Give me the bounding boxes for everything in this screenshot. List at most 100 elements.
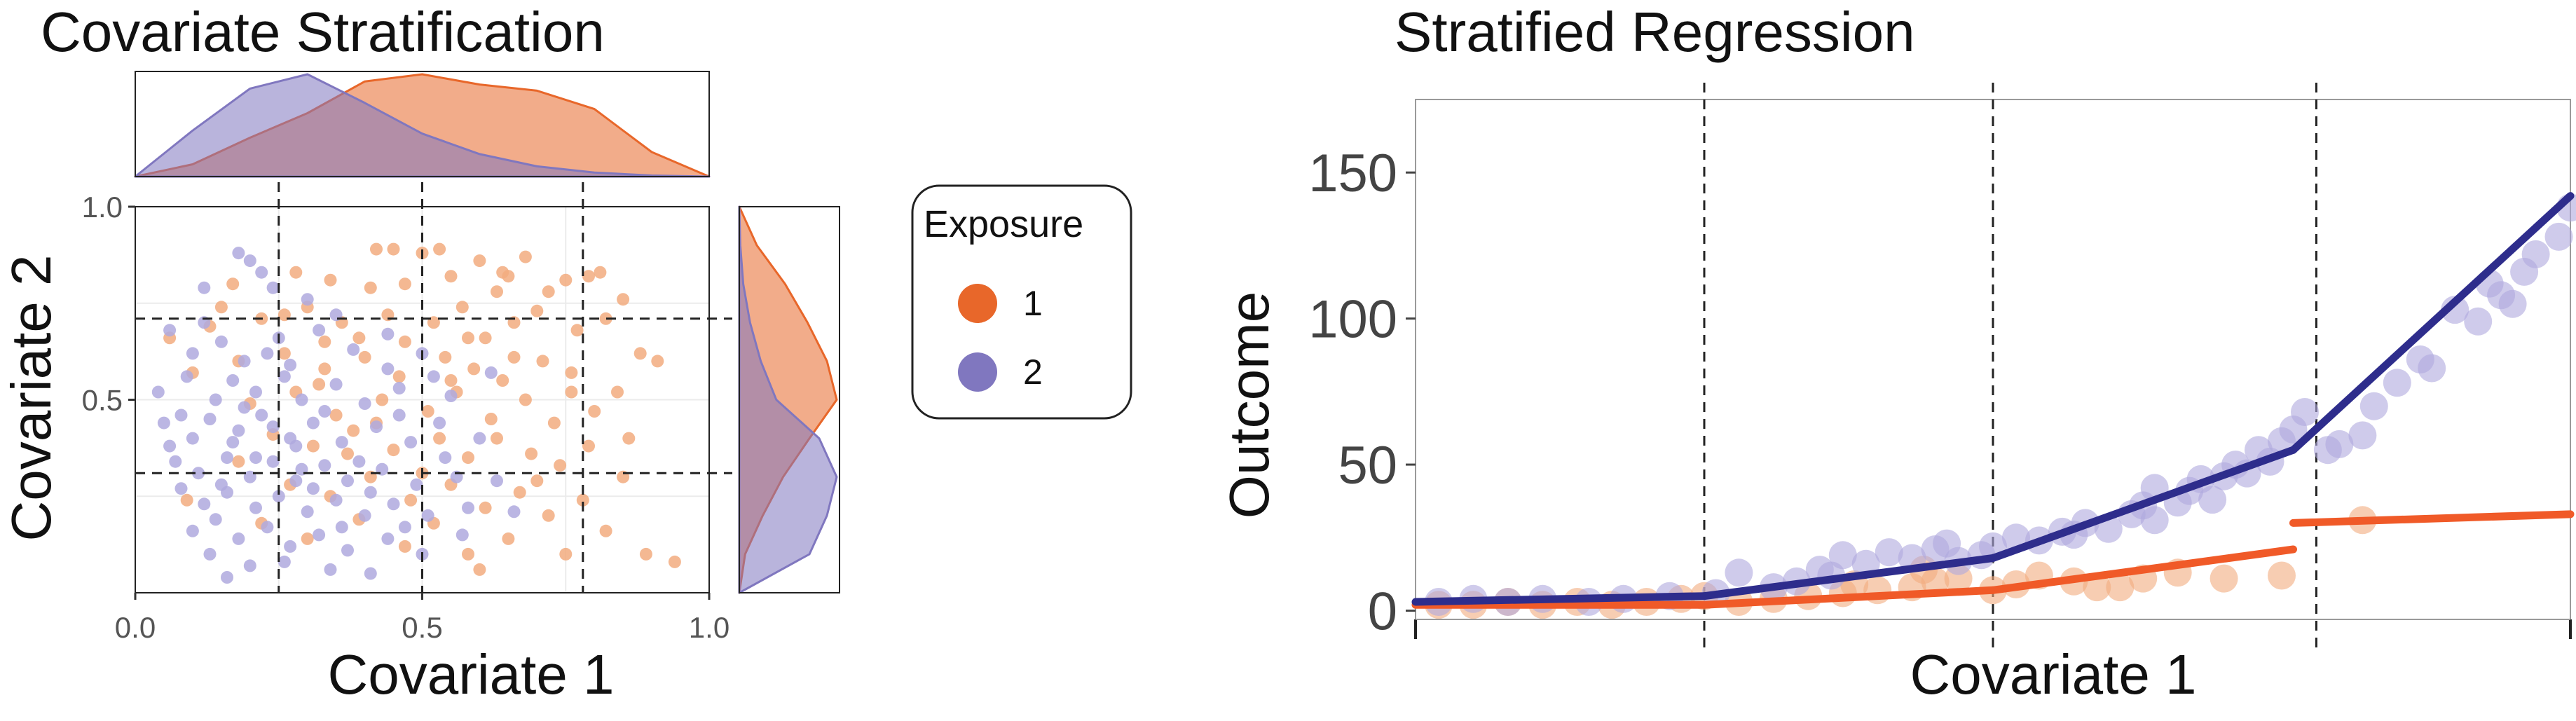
left-point-exposure-1: [542, 285, 555, 298]
left-point-exposure-2: [174, 482, 188, 495]
right-point-exposure-2: [2544, 222, 2573, 251]
left-point-exposure-1: [582, 439, 595, 453]
left-point-exposure-2: [313, 324, 326, 337]
left-point-exposure-2: [157, 416, 170, 430]
right-y-tick-label: 150: [1308, 144, 1397, 203]
left-point-exposure-2: [255, 266, 268, 279]
right-chart-title: Stratified Regression: [1395, 1, 1915, 63]
left-point-exposure-1: [404, 493, 418, 507]
left-point-exposure-1: [496, 266, 509, 279]
left-point-exposure-1: [313, 378, 326, 391]
left-point-exposure-2: [364, 567, 377, 580]
left-point-exposure-2: [226, 436, 240, 449]
left-point-exposure-2: [358, 397, 371, 410]
left-point-exposure-1: [565, 366, 578, 379]
left-point-exposure-1: [536, 355, 549, 368]
left-point-exposure-1: [444, 270, 458, 283]
left-point-exposure-1: [582, 270, 595, 283]
right-point-exposure-2: [2498, 289, 2527, 318]
left-point-exposure-1: [376, 393, 389, 406]
left-point-exposure-1: [576, 493, 589, 507]
left-point-exposure-2: [249, 451, 262, 465]
left-point-exposure-2: [278, 370, 291, 383]
left-scatter-plot: [135, 182, 732, 593]
left-point-exposure-2: [392, 408, 406, 422]
left-point-exposure-2: [261, 521, 274, 534]
left-point-exposure-1: [444, 374, 458, 387]
left-point-exposure-2: [214, 335, 228, 348]
right-point-exposure-2: [1875, 538, 1903, 567]
left-point-exposure-1: [421, 405, 434, 418]
left-point-exposure-2: [295, 393, 308, 406]
left-point-exposure-2: [174, 408, 188, 422]
left-point-exposure-1: [364, 281, 377, 294]
left-point-exposure-2: [341, 544, 354, 557]
left-point-exposure-1: [347, 424, 360, 437]
regression-line-exposure-1: [1700, 586, 1997, 609]
left-point-exposure-2: [169, 455, 182, 468]
left-point-exposure-1: [484, 413, 498, 425]
left-point-exposure-1: [530, 474, 544, 488]
left-point-exposure-2: [455, 528, 469, 542]
top-density-exposure-2: [134, 73, 711, 178]
left-point-exposure-1: [479, 331, 492, 345]
left-point-exposure-2: [301, 505, 314, 519]
left-point-exposure-1: [278, 347, 291, 360]
left-point-exposure-1: [559, 273, 573, 287]
left-point-exposure-2: [226, 374, 240, 387]
left-point-exposure-2: [306, 416, 320, 430]
regression-line-exposure-2: [1700, 554, 1997, 600]
regression-line-exposure-1: [2289, 510, 2575, 527]
left-point-exposure-1: [214, 301, 228, 314]
top-density-border: [135, 71, 710, 177]
left-point-exposure-1: [496, 374, 509, 387]
right-point-exposure-2: [2383, 369, 2411, 397]
right-point-exposure-2: [2325, 430, 2354, 458]
left-point-exposure-2: [186, 347, 199, 360]
left-point-exposure-2: [209, 513, 222, 526]
legend: Exposure 1 2: [911, 184, 1132, 420]
left-point-exposure-2: [232, 424, 245, 437]
left-point-exposure-2: [151, 385, 165, 399]
left-point-exposure-2: [278, 555, 291, 568]
left-point-exposure-1: [180, 493, 193, 507]
left-point-exposure-2: [198, 281, 211, 294]
left-point-exposure-1: [519, 250, 532, 263]
left-point-exposure-2: [266, 281, 280, 294]
left-point-exposure-1: [301, 532, 314, 545]
right-density-border: [739, 206, 840, 593]
left-point-exposure-2: [261, 347, 274, 360]
right-point-exposure-2: [2348, 421, 2377, 450]
left-point-exposure-2: [198, 497, 211, 511]
left-point-exposure-2: [186, 524, 199, 537]
left-point-exposure-2: [243, 254, 256, 268]
right-y-tick-label: 100: [1308, 290, 1397, 350]
left-point-exposure-1: [491, 285, 503, 298]
right-point-exposure-2: [2441, 296, 2469, 324]
left-point-exposure-2: [358, 509, 371, 522]
left-point-exposure-2: [180, 370, 193, 383]
left-point-exposure-2: [266, 420, 280, 434]
left-y-tick-label: 1.0: [82, 191, 123, 224]
left-point-exposure-2: [444, 390, 458, 402]
marginal-x-density: [134, 71, 711, 178]
left-point-exposure-2: [318, 459, 331, 472]
left-point-exposure-2: [255, 408, 268, 422]
left-point-exposure-2: [421, 509, 434, 522]
right-y-axis-title: Outcome: [1218, 291, 1280, 519]
left-point-exposure-2: [313, 528, 326, 542]
right-point-exposure-2: [1933, 529, 1961, 558]
legend-label-exposure-1: 1: [1023, 284, 1043, 323]
left-point-exposure-1: [599, 524, 612, 537]
left-point-exposure-2: [370, 420, 383, 434]
left-point-exposure-2: [335, 521, 348, 534]
left-point-exposure-2: [203, 547, 217, 561]
left-point-exposure-1: [433, 242, 446, 256]
left-point-exposure-2: [266, 455, 280, 468]
left-point-exposure-2: [192, 467, 205, 480]
right-point-exposure-2: [2464, 307, 2493, 336]
left-x-tick-label: 0.0: [115, 611, 156, 644]
legend-title: Exposure: [924, 203, 1083, 245]
left-y-axis-title: Covariate 2: [0, 254, 62, 541]
